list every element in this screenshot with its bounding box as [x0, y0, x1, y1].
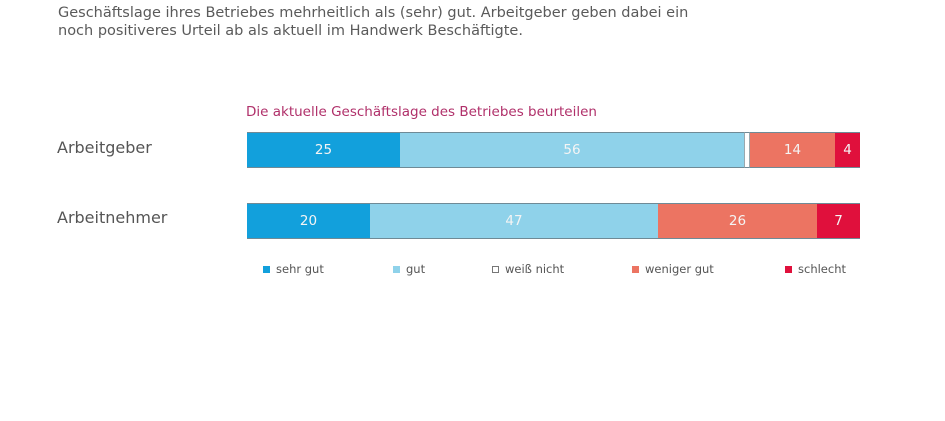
bar-arbeitgeber: 25 56 14 4	[247, 132, 860, 168]
bar-segment-gut: 56	[400, 132, 744, 168]
legend-item-schlecht: schlecht	[785, 262, 846, 276]
data-label: 56	[563, 142, 581, 158]
legend-item-weiss-nicht: weiß nicht	[492, 262, 564, 276]
bar-segment-weniger-gut: 26	[658, 203, 817, 239]
data-label: 25	[314, 142, 333, 158]
intro-text: Geschäftslage ihres Betriebes mehrheitli…	[58, 4, 918, 40]
bar-segment-weiss-nicht	[744, 132, 750, 168]
legend-swatch-icon	[492, 265, 499, 273]
data-label: 47	[505, 213, 523, 229]
legend-swatch-icon	[632, 265, 639, 273]
legend-label: schlecht	[798, 262, 846, 276]
legend-swatch-icon	[785, 265, 792, 273]
legend-label: sehr gut	[276, 262, 324, 276]
data-label: 26	[728, 213, 747, 229]
category-label-arbeitnehmer: Arbeitnehmer	[57, 208, 168, 227]
bar-segment-gut: 47	[370, 203, 658, 239]
bar-segment-weniger-gut: 14	[750, 132, 835, 168]
bar-segment-schlecht: 4	[835, 132, 860, 168]
data-label: 7	[834, 213, 843, 229]
data-label: 4	[843, 142, 852, 158]
legend-item-gut: gut	[393, 262, 425, 276]
chart-title: Die aktuelle Geschäftslage des Betriebes…	[246, 104, 597, 120]
legend-label: gut	[406, 262, 426, 276]
chart-legend: sehr gut gut weiß nicht weniger gut schlecht	[263, 262, 863, 278]
data-label: 14	[783, 142, 802, 158]
intro-line-1: Geschäftslage ihres Betriebes mehrheitli…	[58, 5, 689, 21]
legend-label: weiß nicht	[505, 262, 565, 276]
bar-segment-schlecht: 7	[817, 203, 860, 239]
bar-segment-sehr-gut: 25	[247, 132, 400, 168]
legend-swatch-icon	[393, 265, 400, 273]
category-label-arbeitgeber: Arbeitgeber	[57, 138, 152, 157]
legend-item-sehr-gut: sehr gut	[263, 262, 324, 276]
legend-label: weniger gut	[645, 262, 714, 276]
intro-line-2: noch positiveres Urteil ab als aktuell i…	[58, 23, 523, 39]
legend-item-weniger-gut: weniger gut	[632, 262, 714, 276]
bar-segment-sehr-gut: 20	[247, 203, 370, 239]
legend-swatch-icon	[263, 265, 270, 273]
data-label: 20	[299, 213, 318, 229]
bar-arbeitnehmer: 20 47 26 7	[247, 203, 860, 239]
